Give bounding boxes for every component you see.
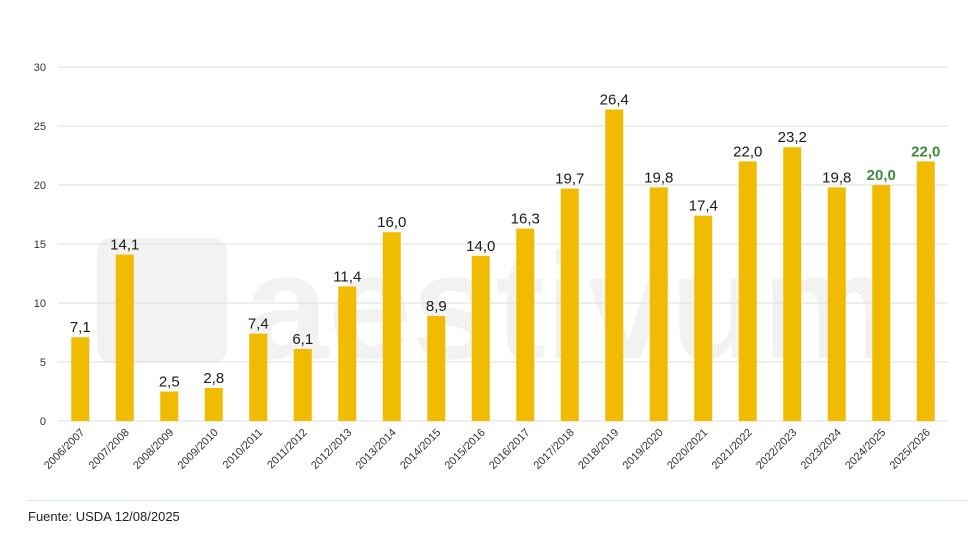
x-tick-label: 2008/2009 <box>131 427 176 472</box>
bars <box>71 109 935 422</box>
bar <box>382 232 401 421</box>
x-tick-label: 2022/2023 <box>754 427 799 472</box>
bar <box>204 387 223 421</box>
x-tick-label: 2011/2012 <box>265 427 310 472</box>
data-label: 17,4 <box>689 198 718 215</box>
bar <box>115 254 134 421</box>
bar <box>249 333 268 421</box>
y-tick-label: 5 <box>40 357 46 369</box>
data-label: 19,8 <box>822 169 851 186</box>
data-label: 8,9 <box>426 298 447 315</box>
bar <box>649 187 668 421</box>
data-label: 7,1 <box>70 319 91 336</box>
bar <box>738 161 757 421</box>
y-tick-label: 10 <box>34 298 46 310</box>
data-label: 26,4 <box>600 91 629 108</box>
data-label: 22,0 <box>733 143 762 160</box>
bar <box>560 188 579 421</box>
bar <box>160 391 179 421</box>
x-tick-label: 2018/2019 <box>576 427 621 472</box>
y-tick-label: 0 <box>40 416 46 428</box>
x-tick-label: 2020/2021 <box>665 427 710 472</box>
data-label: 16,0 <box>377 214 406 231</box>
data-label: 16,3 <box>511 211 540 228</box>
x-axis-ticks: 2006/2007 2007/2008 2008/2009 2009/2010 2010… <box>42 427 933 472</box>
x-tick-label: 2009/2010 <box>176 427 221 472</box>
x-tick-label: 2013/2014 <box>354 427 399 472</box>
bar <box>338 286 357 421</box>
x-tick-label: 2006/2007 <box>42 427 87 472</box>
x-tick-label: 2023/2024 <box>799 427 844 472</box>
y-tick-label: 20 <box>34 180 46 192</box>
data-label: 14,1 <box>110 237 139 254</box>
bar <box>516 228 535 421</box>
y-axis-ticks: 0 5 10 15 20 25 30 <box>34 62 46 428</box>
data-label: 19,8 <box>644 169 673 186</box>
data-label: 20,0 <box>867 167 896 184</box>
bar <box>872 185 891 421</box>
bar <box>605 109 624 421</box>
value-labels: 7,1 14,1 2,5 2,8 7,4 6,1 11,4 16,0 8,9 14,0 16,3 19… <box>70 91 941 390</box>
x-tick-label: 2019/2020 <box>621 427 666 472</box>
footer-divider <box>28 500 968 501</box>
bar-chart: aestivum 0 5 10 15 20 25 30 7,1 14,1 2,5 2,8 7,4 6,… <box>34 62 948 472</box>
data-label: 2,8 <box>203 370 224 387</box>
source-note: Fuente: USDA 12/08/2025 <box>28 509 180 524</box>
data-label: 7,4 <box>248 316 269 333</box>
x-tick-label: 2021/2022 <box>710 427 755 472</box>
x-tick-label: 2014/2015 <box>398 427 443 472</box>
bar <box>427 315 446 421</box>
data-label: 11,4 <box>333 268 361 285</box>
bar <box>916 161 935 421</box>
bar <box>827 187 846 421</box>
x-tick-label: 2012/2013 <box>309 427 354 472</box>
data-label: 22,0 <box>911 143 940 160</box>
data-label: 14,0 <box>466 238 495 255</box>
y-tick-label: 30 <box>34 62 46 74</box>
data-label: 2,5 <box>159 374 180 391</box>
y-tick-label: 15 <box>34 239 46 251</box>
x-tick-label: 2016/2017 <box>487 427 532 472</box>
x-tick-label: 2017/2018 <box>532 427 577 472</box>
data-label: 23,2 <box>778 129 807 146</box>
data-label: 19,7 <box>555 171 584 188</box>
x-tick-label: 2024/2025 <box>843 427 888 472</box>
watermark-logo: aestivum <box>97 222 895 390</box>
x-tick-label: 2015/2016 <box>443 427 488 472</box>
x-tick-label: 2010/2011 <box>221 427 266 472</box>
x-tick-label: 2025/2026 <box>888 427 933 472</box>
x-tick-label: 2007/2008 <box>87 427 132 472</box>
bar <box>783 147 802 422</box>
bar <box>694 215 713 421</box>
y-tick-label: 25 <box>34 121 46 133</box>
data-label: 6,1 <box>292 331 313 348</box>
bar <box>293 349 312 421</box>
bar <box>471 255 490 421</box>
bar <box>71 337 90 421</box>
